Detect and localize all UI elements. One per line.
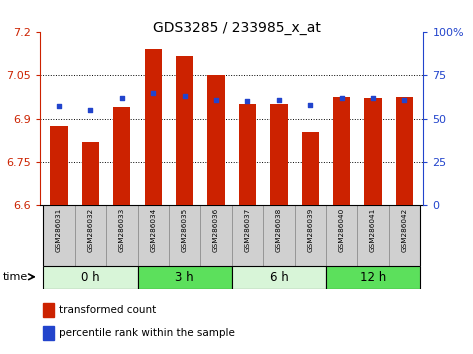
Bar (43, 303, 54, 317)
Point (369, 95, 377, 101)
Text: percentile rank within the sample: percentile rank within the sample (59, 328, 235, 338)
Bar (176, 56, 193, 205)
Bar (232, 205, 263, 266)
Text: GDS3285 / 233985_x_at: GDS3285 / 233985_x_at (153, 21, 320, 35)
Bar (302, 132, 319, 205)
Text: transformed count: transformed count (59, 305, 157, 315)
Bar (75, 205, 106, 266)
Point (307, 102, 314, 108)
Text: GSM286031: GSM286031 (56, 208, 62, 252)
Bar (169, 205, 201, 266)
Bar (208, 75, 225, 205)
Text: GSM286038: GSM286038 (276, 208, 282, 252)
Text: GSM286039: GSM286039 (307, 208, 313, 252)
Bar (365, 98, 382, 205)
Point (55, 104, 63, 109)
Text: 12 h: 12 h (360, 270, 386, 284)
Point (212, 97, 220, 102)
Point (181, 93, 188, 99)
Bar (326, 205, 358, 266)
Point (401, 97, 408, 102)
Bar (326, 266, 420, 289)
Bar (145, 49, 162, 205)
Bar (44, 205, 75, 266)
Bar (389, 205, 420, 266)
Text: GSM286036: GSM286036 (213, 208, 219, 252)
Text: 3 h: 3 h (175, 270, 194, 284)
Bar (239, 104, 256, 205)
Point (87, 107, 94, 113)
Bar (358, 205, 389, 266)
Text: time: time (2, 272, 27, 282)
Text: GSM286042: GSM286042 (402, 208, 408, 252)
Bar (270, 104, 288, 205)
Text: GSM286033: GSM286033 (119, 208, 125, 252)
Bar (333, 97, 350, 205)
Text: GSM286032: GSM286032 (88, 208, 94, 252)
Bar (263, 205, 295, 266)
Point (118, 95, 126, 101)
Bar (51, 126, 68, 205)
Bar (295, 205, 326, 266)
Bar (106, 205, 138, 266)
Bar (396, 97, 413, 205)
Text: GSM286037: GSM286037 (245, 208, 251, 252)
Text: GSM286035: GSM286035 (182, 208, 188, 252)
Point (338, 95, 345, 101)
Bar (138, 205, 169, 266)
Bar (44, 266, 138, 289)
Bar (43, 326, 54, 340)
Text: GSM286041: GSM286041 (370, 208, 376, 252)
Point (149, 90, 157, 95)
Bar (201, 205, 232, 266)
Bar (82, 142, 99, 205)
Text: GSM286040: GSM286040 (339, 208, 345, 252)
Text: 0 h: 0 h (81, 270, 100, 284)
Bar (138, 266, 232, 289)
Text: 6 h: 6 h (270, 270, 288, 284)
Bar (113, 107, 131, 205)
Bar (232, 266, 326, 289)
Text: GSM286034: GSM286034 (150, 208, 156, 252)
Point (244, 98, 251, 104)
Point (275, 97, 283, 102)
